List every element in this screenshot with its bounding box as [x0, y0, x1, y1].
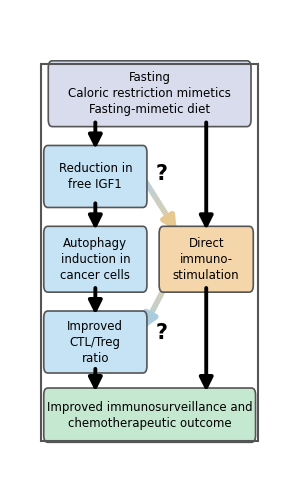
Text: ?: ?: [156, 324, 168, 344]
FancyBboxPatch shape: [44, 311, 147, 373]
FancyBboxPatch shape: [48, 61, 251, 126]
Text: ?: ?: [156, 164, 168, 184]
Text: Improved immunosurveillance and
chemotherapeutic outcome: Improved immunosurveillance and chemothe…: [47, 400, 253, 430]
Text: Direct
immuno-
stimulation: Direct immuno- stimulation: [173, 236, 239, 282]
FancyBboxPatch shape: [159, 226, 253, 292]
Text: Fasting
Caloric restriction mimetics
Fasting-mimetic diet: Fasting Caloric restriction mimetics Fas…: [68, 71, 231, 116]
FancyBboxPatch shape: [44, 146, 147, 208]
FancyBboxPatch shape: [44, 226, 147, 292]
Text: Improved
CTL/Treg
ratio: Improved CTL/Treg ratio: [67, 320, 123, 364]
Text: Reduction in
free IGF1: Reduction in free IGF1: [58, 162, 132, 191]
FancyBboxPatch shape: [44, 388, 256, 442]
Text: Autophagy
induction in
cancer cells: Autophagy induction in cancer cells: [60, 236, 130, 282]
